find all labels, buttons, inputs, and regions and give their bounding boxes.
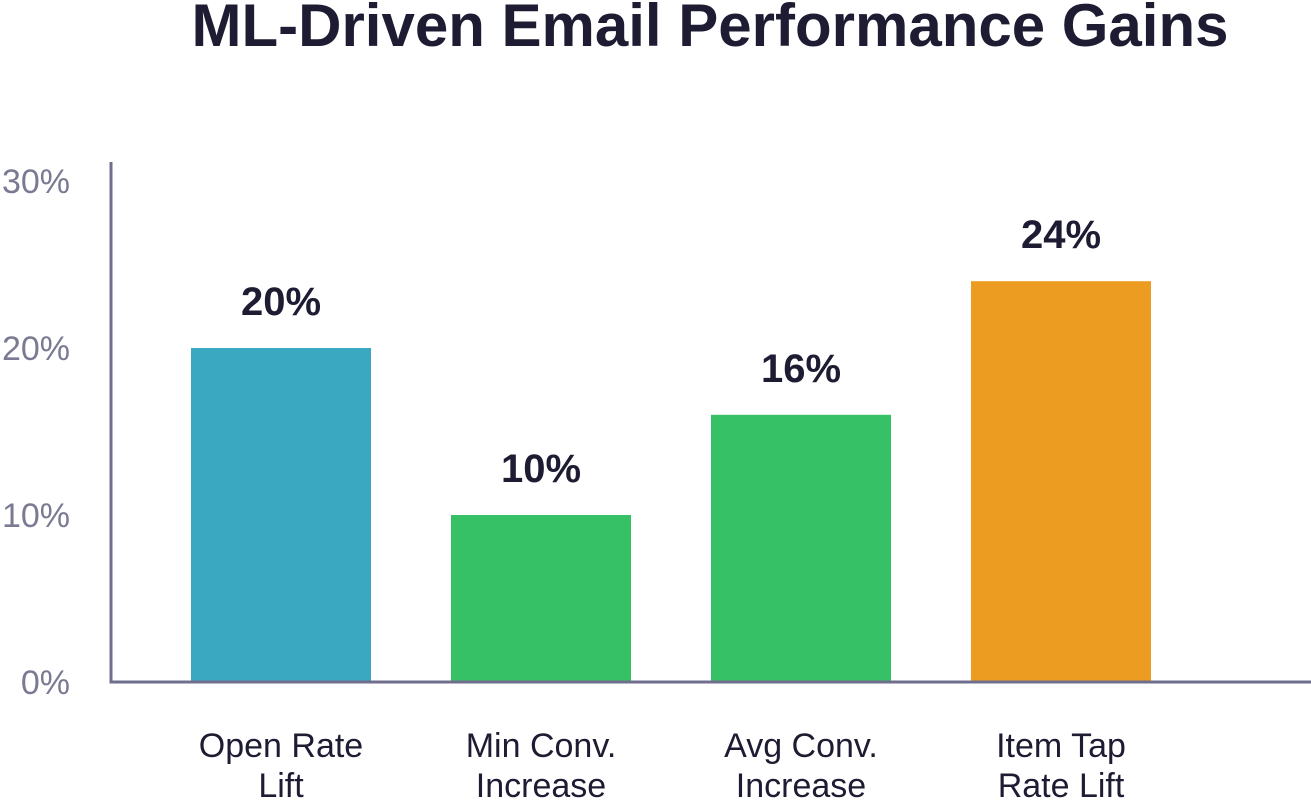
bars (191, 281, 1151, 682)
value-labels: 20% 10% 16% 24% (241, 213, 1101, 491)
bar (971, 281, 1151, 682)
x-tick-label: Increase (476, 767, 606, 798)
bar-value-label: 10% (501, 447, 581, 491)
x-tick-label: Item Tap (996, 727, 1126, 765)
x-tick-label: Rate Lift (998, 767, 1125, 798)
y-tick-label: 10% (2, 497, 70, 535)
y-tick-label: 30% (2, 163, 70, 201)
bar (191, 348, 371, 682)
bar-value-label: 20% (241, 280, 321, 324)
x-tick-label: Min Conv. (466, 727, 617, 765)
bar (451, 515, 631, 682)
chart-title: ML-Driven Email Performance Gains (192, 0, 1229, 59)
y-tick-label: 0% (21, 664, 70, 702)
bar-value-label: 16% (761, 347, 841, 391)
x-tick-label: Avg Conv. (724, 727, 878, 765)
bar (711, 414, 891, 682)
bar-value-label: 24% (1021, 213, 1101, 257)
x-tick-label: Increase (736, 767, 866, 798)
x-tick-label: Lift (258, 767, 304, 798)
y-tick-label: 20% (2, 330, 70, 368)
x-tick-label: Open Rate (199, 727, 363, 765)
y-axis: 0% 10% 20% 30% (2, 163, 70, 702)
